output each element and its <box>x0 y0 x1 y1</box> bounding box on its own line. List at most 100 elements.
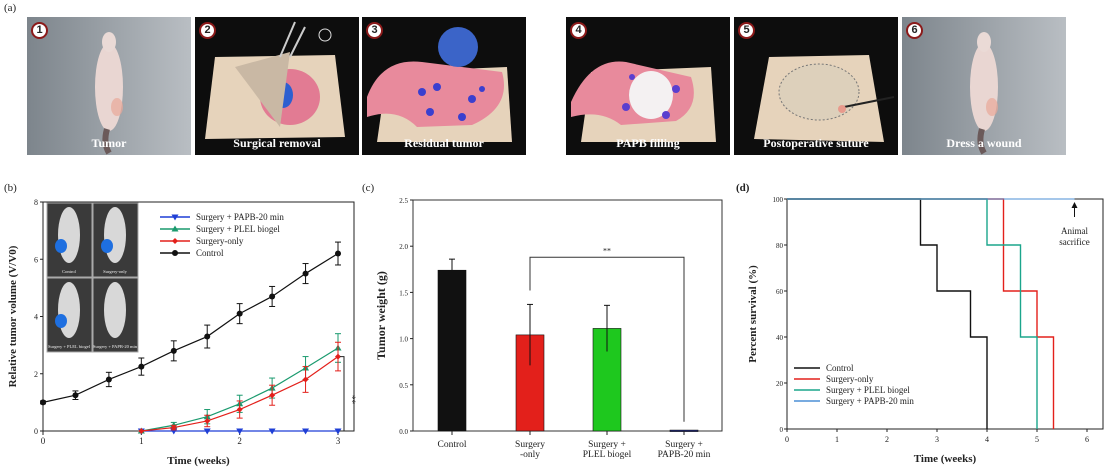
data-point <box>302 376 309 383</box>
data-point <box>204 417 211 424</box>
y-tick-label: 6 <box>34 255 38 264</box>
series-control <box>40 241 341 406</box>
y-tick-label: 60 <box>776 288 784 296</box>
step-caption: Surgical removal <box>233 136 321 150</box>
step-2-image: 2 Surgical removal <box>195 17 359 155</box>
inset-label: Control <box>62 269 77 274</box>
data-point <box>236 310 243 317</box>
data-point <box>269 392 276 399</box>
x-tick-label: 1 <box>139 436 144 446</box>
x-tick-label: 5 <box>1035 435 1039 444</box>
significance-label: ** <box>603 246 611 255</box>
data-point <box>302 428 310 435</box>
scene-illustration <box>734 17 898 155</box>
data-point <box>171 214 179 221</box>
step-number-badge: 1 <box>31 22 48 39</box>
y-axis-label: Tumor weight (g) <box>374 271 388 360</box>
category-label: Control <box>437 440 466 450</box>
x-tick-label: 2 <box>885 435 889 444</box>
x-tick-label: 4 <box>985 435 989 444</box>
step-3-image: 3 Residual tumor <box>362 17 526 155</box>
x-tick-label: 0 <box>41 436 46 446</box>
step-number-badge: 5 <box>738 22 755 39</box>
significance-label: ** <box>347 395 357 405</box>
data-point <box>171 225 179 232</box>
data-point <box>269 293 276 300</box>
data-point <box>268 428 276 435</box>
data-point <box>203 428 211 435</box>
legend-label: Surgery + PLEL biogel <box>826 385 910 395</box>
legend-label: Control <box>826 363 854 373</box>
category-label: Surgery + <box>588 440 626 450</box>
step-caption: Postoperative suture <box>763 136 869 150</box>
legend-label: Surgery + PAPB-20 min <box>196 212 284 222</box>
category-label: Surgery + <box>665 440 703 450</box>
data-point <box>302 270 309 277</box>
data-point <box>170 424 177 431</box>
plot-frame <box>412 199 723 432</box>
annotation-label: Animal <box>1061 226 1088 236</box>
tumor-signal <box>55 239 67 253</box>
legend-label: Surgery-only <box>826 374 874 384</box>
series-surgery-papb-20-min <box>137 428 342 435</box>
category-label: PLEL biogel <box>583 450 632 460</box>
x-tick-label: 2 <box>237 436 242 446</box>
annotation-label: sacrifice <box>1059 237 1089 247</box>
y-tick-label: 20 <box>776 380 784 388</box>
step-5-image: 5 Postoperative suture <box>734 17 898 155</box>
mouse-silhouette <box>58 207 80 263</box>
scene-illustration <box>362 17 526 155</box>
step-caption: Residual tumor <box>404 136 484 150</box>
legend-label: Surgery + PAPB-20 min <box>826 396 914 406</box>
step-number-badge: 2 <box>199 22 216 39</box>
y-tick-label: 40 <box>776 334 784 342</box>
y-tick-label: 80 <box>776 242 784 250</box>
y-tick-label: 0 <box>34 427 38 436</box>
category-label: PAPB-20 min <box>658 450 711 460</box>
series-surgery-only <box>138 341 341 434</box>
data-point <box>236 406 243 413</box>
y-tick-label: 4 <box>34 313 38 322</box>
x-tick-label: 1 <box>835 435 839 444</box>
step-1-image: 1 Tumor <box>27 17 191 155</box>
scene-illustration <box>27 17 191 155</box>
step-number-badge: 3 <box>366 22 383 39</box>
x-axis-label: Time (weeks) <box>914 453 977 465</box>
mouse-silhouette <box>104 282 126 338</box>
tumor-signal <box>101 239 113 253</box>
survival-curve-surgery-plel-biogel <box>787 198 1038 429</box>
bar <box>437 269 467 432</box>
panel-c-label: (c) <box>362 182 375 194</box>
x-tick-label: 0 <box>785 435 789 444</box>
survival-curve-control <box>787 198 988 429</box>
inset-label: Surgery + PLEL biogel <box>48 344 91 349</box>
data-point <box>40 399 46 406</box>
legend-label: Surgery-only <box>196 236 244 246</box>
significance-bracket <box>529 256 685 422</box>
step-6-image: 6 Dress a wound <box>902 17 1066 155</box>
inset-images: Control Surgery-only Surgery + PLEL biogel… <box>46 202 139 353</box>
y-tick-label: 2 <box>34 370 38 379</box>
inset-label: Surgery + PAPB-20 min <box>93 344 138 349</box>
data-point <box>335 353 341 360</box>
data-point <box>236 428 244 435</box>
y-tick-label: 100 <box>773 196 784 204</box>
arrow-head-icon <box>1071 202 1078 208</box>
category-label: -only <box>520 450 540 460</box>
scene-illustration <box>195 17 359 155</box>
x-tick-label: 3 <box>935 435 939 444</box>
data-point <box>170 347 177 354</box>
step-number-badge: 4 <box>570 22 587 39</box>
y-axis-label: Percent survival (%) <box>747 265 759 363</box>
mouse-silhouette <box>58 282 80 338</box>
step-4-image: 4 PAPB filling <box>566 17 730 155</box>
panel-a-label: (a) <box>4 2 17 14</box>
panel-d-label: (d) <box>736 182 750 194</box>
step-caption: Dress a wound <box>946 136 1022 150</box>
legend-label: Surgery + PLEL biogel <box>196 224 280 234</box>
data-point <box>335 250 341 257</box>
x-axis-label: Time (weeks) <box>167 455 230 467</box>
inset-label: Surgery-only <box>103 269 127 274</box>
step-number-badge: 6 <box>906 22 923 39</box>
step-caption: PAPB filling <box>616 136 680 150</box>
